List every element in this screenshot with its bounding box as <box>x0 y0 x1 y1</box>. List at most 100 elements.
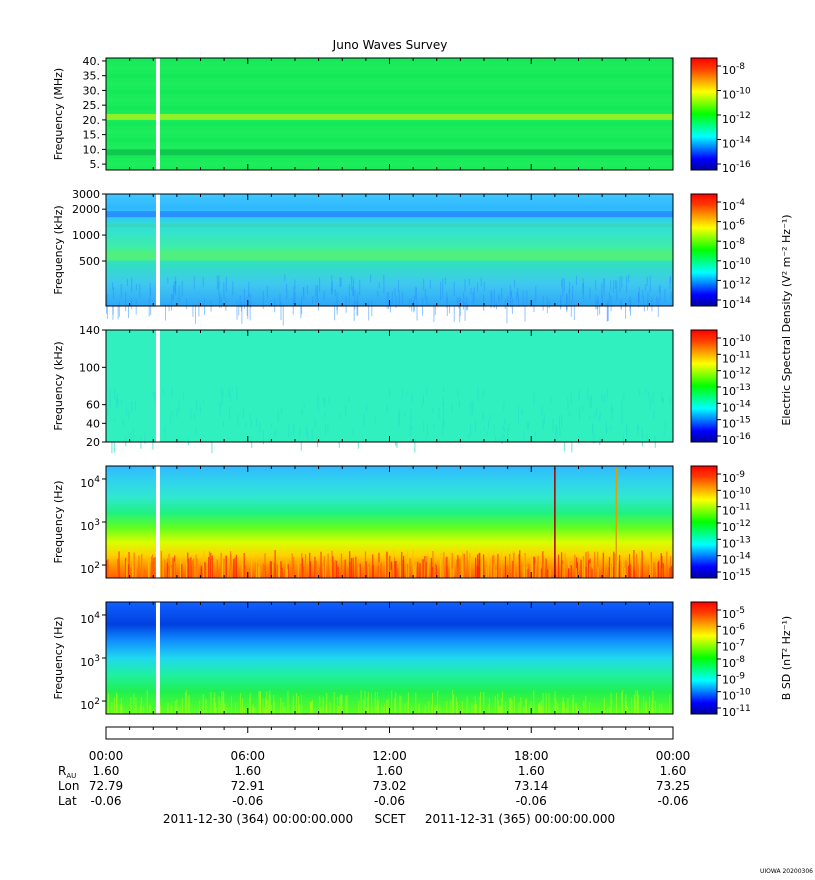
noise-streak <box>195 554 197 578</box>
time-axis-labels: 00:00 06:00 12:00 18:00 00:00 RAU 1.60 1.60 1.60… <box>58 727 690 808</box>
noise-streak <box>249 692 251 714</box>
time-tick-label: 12:00 <box>372 749 407 763</box>
ephemeris-value: 1.60 <box>518 764 545 778</box>
noise-streak <box>262 291 264 309</box>
noise-streak <box>543 414 545 425</box>
noise-streak <box>113 439 115 453</box>
noise-streak <box>463 292 465 305</box>
noise-streak <box>350 557 353 578</box>
noise-streak <box>377 700 379 714</box>
colorbar-tick-label: 10-12 <box>722 276 751 291</box>
spectrogram-band <box>106 154 673 158</box>
noise-streak <box>638 694 640 714</box>
noise-streak <box>612 567 614 578</box>
noise-streak <box>214 692 216 714</box>
noise-streak <box>263 707 265 714</box>
noise-streak <box>259 695 261 714</box>
noise-streak <box>629 564 631 578</box>
noise-streak <box>338 441 340 448</box>
noise-streak <box>444 277 446 285</box>
y-tick-label: 102 <box>80 697 100 712</box>
noise-streak <box>416 301 418 321</box>
colorbar-tick-label: 10-9 <box>722 470 745 485</box>
noise-streak <box>561 280 563 287</box>
noise-streak <box>433 423 435 430</box>
noise-streak <box>170 293 172 311</box>
noise-streak <box>118 301 120 317</box>
noise-streak <box>115 692 117 714</box>
noise-streak <box>526 566 528 578</box>
noise-streak <box>357 301 359 316</box>
noise-streak <box>566 296 568 311</box>
noise-streak <box>319 695 321 714</box>
noise-streak <box>311 296 313 304</box>
noise-streak <box>108 692 110 714</box>
noise-streak <box>125 409 127 416</box>
noise-streak <box>645 700 647 714</box>
noise-streak <box>172 294 174 301</box>
noise-streak <box>329 702 331 714</box>
noise-streak <box>171 705 173 714</box>
noise-streak <box>114 388 116 399</box>
noise-streak <box>651 704 653 714</box>
noise-streak <box>611 404 613 413</box>
y-tick-label: 140 <box>79 324 100 337</box>
noise-streak <box>500 698 502 714</box>
noise-streak <box>440 557 442 578</box>
noise-streak <box>175 276 177 284</box>
y-tick-label: 35. <box>83 70 101 83</box>
noise-streak <box>503 401 505 411</box>
noise-streak <box>501 551 503 578</box>
ephemeris-value: -0.06 <box>374 794 405 808</box>
noise-streak <box>148 298 150 317</box>
noise-streak <box>635 690 637 714</box>
noise-streak <box>592 425 594 433</box>
noise-streak <box>251 437 253 448</box>
noise-streak <box>641 433 643 447</box>
noise-streak <box>649 552 651 578</box>
noise-streak <box>605 420 607 434</box>
noise-streak <box>178 399 180 412</box>
noise-streak <box>199 700 201 714</box>
noise-streak <box>374 415 376 425</box>
noise-streak <box>509 697 511 714</box>
noise-streak <box>218 696 220 714</box>
colorbar-tick-label: 10-10 <box>722 688 751 703</box>
y-tick-label: 102 <box>80 561 100 576</box>
noise-streak <box>280 301 282 321</box>
noise-streak <box>645 388 647 394</box>
noise-streak <box>446 292 448 308</box>
noise-streak <box>346 695 348 714</box>
noise-streak <box>107 408 109 417</box>
noise-streak <box>196 558 198 578</box>
noise-streak <box>125 291 127 311</box>
noise-streak <box>580 559 582 578</box>
noise-streak <box>189 557 191 578</box>
noise-streak <box>236 386 238 400</box>
noise-streak <box>326 692 328 714</box>
noise-streak <box>225 276 227 292</box>
noise-streak <box>490 290 492 309</box>
noise-streak <box>395 561 397 578</box>
noise-streak <box>206 559 208 578</box>
noise-streak <box>296 693 298 714</box>
noise-streak <box>436 704 438 714</box>
noise-streak <box>576 557 578 578</box>
noise-streak <box>628 274 630 283</box>
noise-streak <box>165 303 167 321</box>
noise-streak <box>483 281 485 292</box>
noise-streak <box>513 551 516 578</box>
noise-streak <box>301 695 303 714</box>
noise-streak <box>425 437 427 443</box>
spectrogram-band <box>106 98 673 102</box>
noise-streak <box>534 431 536 437</box>
data-gap <box>155 194 160 306</box>
noise-streak <box>633 550 635 578</box>
noise-streak <box>340 693 342 714</box>
noise-streak <box>309 701 311 714</box>
y-tick-label: 500 <box>79 255 100 268</box>
panel-1: 40. 35.30. 25. 20. 15.10. 5. Frequency (MHz) 10… <box>52 55 751 175</box>
ephemeris-value: -0.06 <box>232 794 263 808</box>
noise-streak <box>356 298 358 316</box>
noise-streak <box>611 407 613 420</box>
